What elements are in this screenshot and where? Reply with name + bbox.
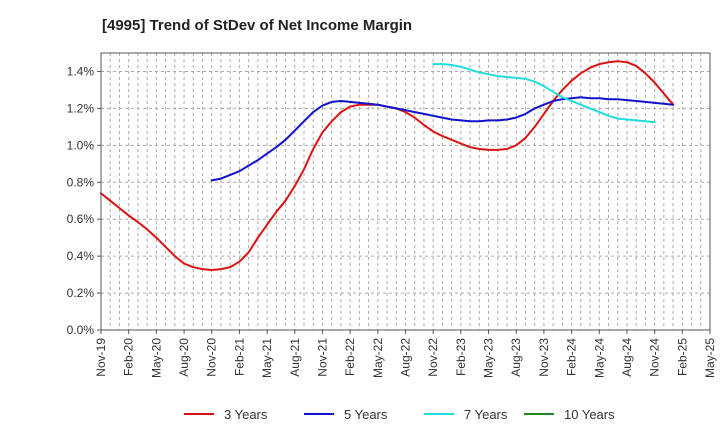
x-tick-label: Aug-21 bbox=[288, 338, 302, 377]
legend: 3 Years 5 Years 7 Years 10 Years bbox=[184, 407, 615, 422]
y-tick-label: 1.4% bbox=[67, 64, 95, 78]
x-tick-label: Aug-22 bbox=[399, 338, 413, 377]
x-tick-label: May-20 bbox=[149, 338, 163, 378]
x-tick-label: May-25 bbox=[703, 338, 717, 378]
legend-label-5-years: 5 Years bbox=[344, 407, 388, 422]
series-line-7-years bbox=[432, 63, 656, 124]
plot-frame bbox=[100, 52, 711, 331]
series-lines bbox=[100, 60, 675, 271]
x-tick-label: Aug-24 bbox=[620, 338, 634, 377]
x-tick-label: Feb-25 bbox=[675, 338, 689, 376]
y-axis-ticks: 0.0% 0.2% 0.4% 0.6% 0.8% 1.0% 1.2% 1.4% bbox=[67, 64, 101, 337]
grid-lines bbox=[101, 53, 710, 330]
x-tick-label: Feb-24 bbox=[565, 338, 579, 376]
x-tick-label: Aug-20 bbox=[177, 338, 191, 377]
x-tick-label: Nov-24 bbox=[648, 338, 662, 377]
legend-label-3-years: 3 Years bbox=[224, 407, 268, 422]
series-line-3-years bbox=[100, 60, 675, 271]
series-line-5-years bbox=[210, 96, 675, 182]
x-tick-label: Nov-19 bbox=[94, 338, 108, 377]
legend-label-7-years: 7 Years bbox=[464, 407, 508, 422]
y-tick-label: 0.2% bbox=[67, 286, 95, 300]
y-tick-label: 0.0% bbox=[67, 323, 95, 337]
x-tick-label: Nov-21 bbox=[315, 338, 329, 377]
y-tick-label: 0.8% bbox=[67, 175, 95, 189]
x-tick-label: May-24 bbox=[592, 338, 606, 378]
legend-label-10-years: 10 Years bbox=[564, 407, 615, 422]
y-tick-label: 1.2% bbox=[67, 101, 95, 115]
x-tick-label: Feb-21 bbox=[232, 338, 246, 376]
x-tick-label: Nov-23 bbox=[537, 338, 551, 377]
x-axis-ticks: Nov-19 Feb-20 May-20 Aug-20 Nov-20 Feb-21 May-… bbox=[94, 330, 717, 378]
chart-title: [4995] Trend of StDev of Net Income Marg… bbox=[102, 17, 412, 34]
x-tick-label: Feb-20 bbox=[122, 338, 136, 376]
x-tick-label: May-21 bbox=[260, 338, 274, 378]
x-tick-label: Feb-22 bbox=[343, 338, 357, 376]
y-tick-label: 1.0% bbox=[67, 138, 95, 152]
y-tick-label: 0.4% bbox=[67, 249, 95, 263]
x-tick-label: Nov-20 bbox=[205, 338, 219, 377]
x-tick-label: Nov-22 bbox=[426, 338, 440, 377]
y-tick-label: 0.6% bbox=[67, 212, 95, 226]
x-tick-label: May-22 bbox=[371, 338, 385, 378]
x-tick-label: Aug-23 bbox=[509, 338, 523, 377]
x-tick-label: May-23 bbox=[482, 338, 496, 378]
x-tick-label: Feb-23 bbox=[454, 338, 468, 376]
